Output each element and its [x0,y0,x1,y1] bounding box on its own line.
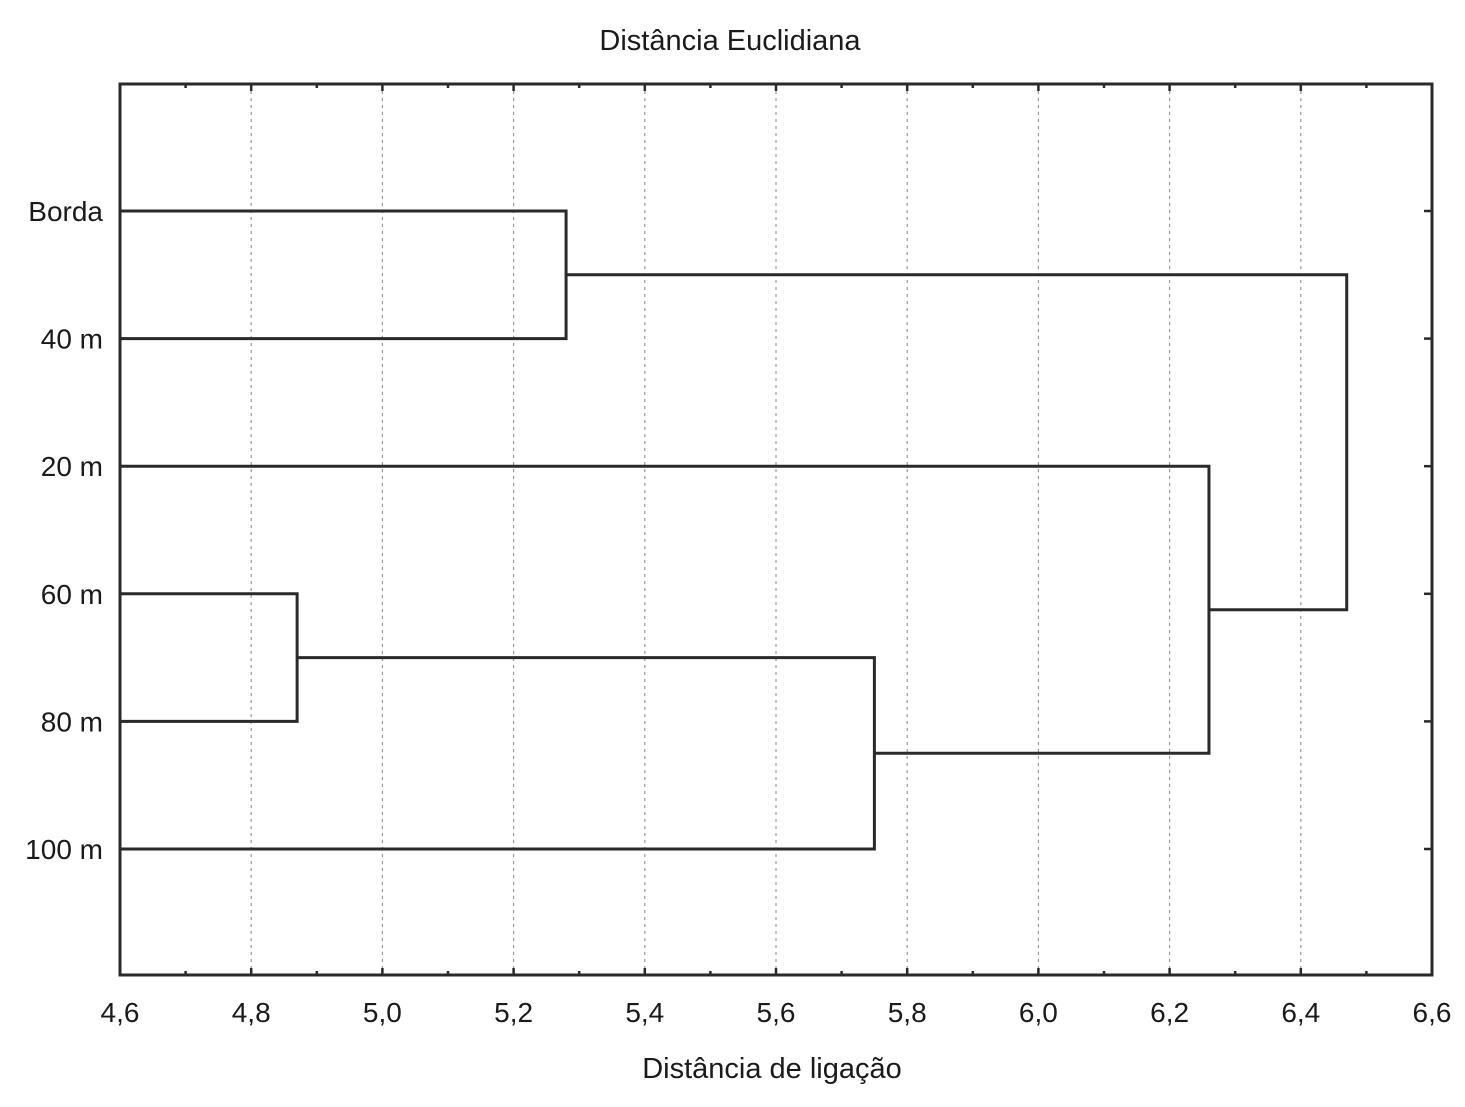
x-tick-label: 5,8 [888,997,927,1028]
x-tick-label: 6,6 [1413,997,1452,1028]
x-tick-label: 5,4 [625,997,664,1028]
grid-layer [250,84,1302,975]
dendrogram-link [120,209,568,341]
x-tick-label: 5,6 [757,997,796,1028]
leaf-label: Borda [28,196,103,227]
dendrogram-link [566,273,1349,612]
x-axis-label: Distância de ligação [642,1053,902,1085]
x-tick-label: 6,4 [1281,997,1320,1028]
link-layer [120,209,1349,851]
chart-title: Distância Euclidiana [599,25,861,57]
dendrogram-link [120,656,876,851]
leaf-label-layer: Borda 40 m 20 m 60 m 80 m 100 m [25,196,103,865]
x-tick-label: 6,0 [1019,997,1058,1028]
leaf-label: 20 m [41,451,103,482]
x-tick-label: 5,0 [363,997,402,1028]
x-tick-label: 6,2 [1150,997,1189,1028]
x-tick-label: 4,6 [101,997,140,1028]
x-tick-label: 5,2 [494,997,533,1028]
leaf-label: 60 m [41,579,103,610]
dendrogram-link [120,592,299,723]
tick-label-layer: 4,6 4,8 5,0 5,2 5,4 5,6 5,8 6,0 6,2 6,4 6,6 [101,997,1452,1028]
leaf-label: 40 m [41,324,103,355]
leaf-label: 100 m [25,834,103,865]
leaf-label: 80 m [41,706,103,737]
x-tick-label: 4,8 [232,997,271,1028]
dendrogram-link [120,464,1211,755]
